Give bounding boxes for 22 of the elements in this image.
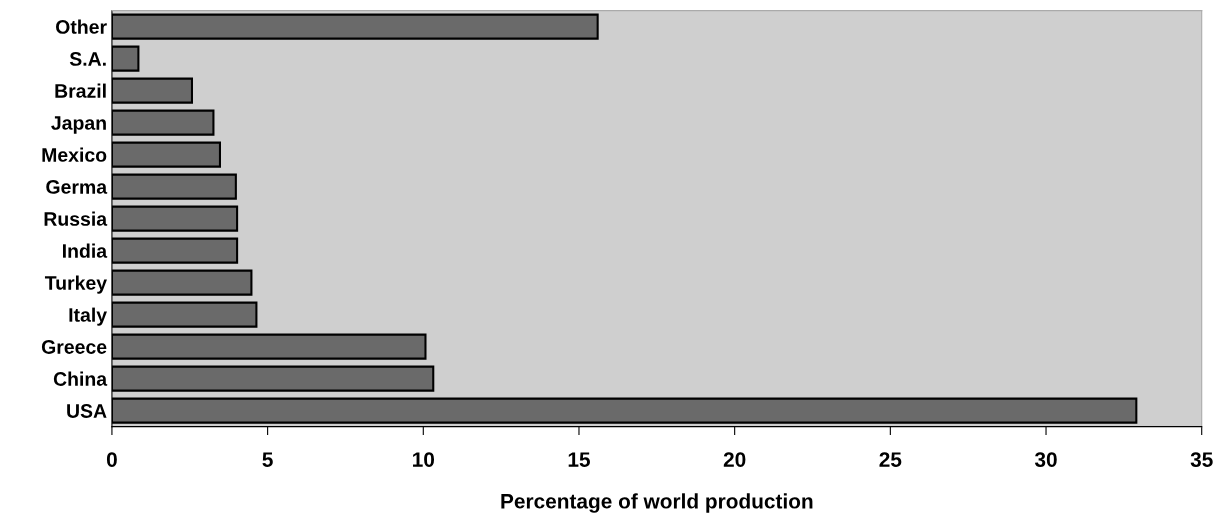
y-tick-label: Brazil: [55, 83, 106, 98]
y-tick-label: Japan: [51, 116, 106, 134]
x-tick-label: 30: [1034, 452, 1057, 467]
y-tick-label: China: [53, 371, 108, 386]
x-tick-label: 0: [106, 452, 117, 467]
y-tick-label: Germa: [46, 180, 108, 194]
x-tick-label: 35: [1190, 452, 1213, 467]
y-tick-label: Turkey: [44, 275, 107, 294]
x-tick-label: 10: [413, 452, 435, 467]
y-tick-label: Mexico: [42, 147, 107, 162]
y-tick-label: Russia: [44, 211, 108, 226]
y-tick-label: Italy: [69, 307, 107, 326]
x-axis-title: Percentage of world production: [501, 493, 813, 513]
y-tick-label: Other: [56, 19, 107, 34]
x-tick-label: 20: [723, 452, 746, 467]
x-tick-label: 15: [568, 452, 590, 467]
y-tick-label: USA: [67, 404, 107, 418]
y-tick-label: Greece: [41, 340, 107, 354]
y-tick-label: India: [63, 243, 108, 258]
y-tick-label: S.A.: [69, 52, 106, 66]
x-tick-label: 5: [262, 452, 273, 467]
x-tick-label: 25: [879, 452, 902, 467]
